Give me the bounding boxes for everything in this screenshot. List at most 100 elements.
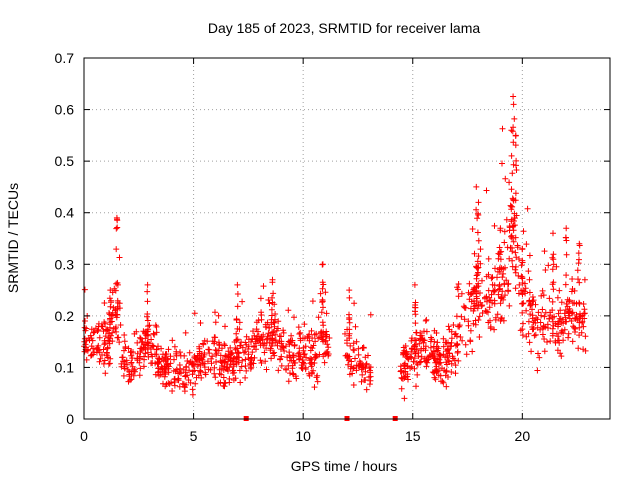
- data-point: [366, 364, 373, 370]
- data-point: [490, 287, 497, 294]
- data-point: [134, 339, 141, 346]
- data-point: [530, 319, 537, 326]
- data-point: [532, 331, 539, 338]
- data-point: [239, 357, 246, 364]
- data-point: [432, 355, 439, 362]
- data-point: [162, 365, 169, 372]
- data-point: [526, 276, 533, 283]
- peak-point: [113, 246, 120, 253]
- data-point: [526, 252, 533, 259]
- peak-point: [497, 285, 503, 292]
- data-point: [253, 326, 260, 333]
- data-point: [572, 316, 579, 322]
- data-point: [571, 324, 578, 331]
- data-point: [539, 306, 546, 313]
- data-point: [515, 290, 522, 297]
- data-point: [445, 357, 452, 364]
- data-point: [433, 367, 439, 373]
- data-point: [121, 332, 128, 338]
- data-point: [320, 353, 327, 360]
- data-point: [196, 350, 203, 357]
- peak-point: [473, 183, 480, 190]
- y-tick-label: 0.4: [55, 205, 75, 221]
- data-point: [191, 310, 198, 317]
- data-point: [189, 371, 196, 378]
- data-point: [535, 309, 542, 316]
- data-point: [290, 371, 297, 378]
- data-point: [359, 371, 366, 378]
- data-point: [418, 358, 424, 365]
- data-point: [448, 335, 455, 342]
- data-point: [192, 380, 199, 387]
- data-point: [268, 316, 275, 323]
- data-point: [520, 287, 527, 294]
- peak-point: [108, 299, 114, 306]
- data-point: [475, 317, 482, 323]
- data-point: [449, 353, 456, 360]
- data-point: [158, 363, 165, 370]
- data-point: [263, 324, 270, 331]
- data-point: [541, 313, 548, 320]
- data-point: [241, 349, 247, 356]
- data-point: [187, 358, 194, 365]
- data-point: [301, 360, 307, 367]
- peak-point: [473, 290, 480, 297]
- data-point: [189, 391, 196, 398]
- data-point: [233, 330, 240, 337]
- peak-point: [520, 320, 526, 327]
- data-point: [155, 365, 162, 372]
- data-point: [242, 356, 249, 363]
- peak-point: [509, 203, 516, 210]
- peak-point: [412, 350, 419, 357]
- data-point: [102, 370, 109, 377]
- data-point: [520, 228, 527, 235]
- x-tick-label: 10: [295, 428, 311, 444]
- peak-point: [269, 299, 276, 306]
- data-point: [518, 262, 525, 269]
- data-point: [575, 276, 581, 283]
- data-point: [206, 350, 213, 357]
- data-point: [582, 333, 589, 340]
- data-point: [453, 313, 460, 320]
- peak-point: [114, 279, 121, 286]
- peak-point: [563, 251, 570, 258]
- data-points: [81, 93, 589, 421]
- data-point: [491, 222, 498, 229]
- data-point: [103, 352, 110, 359]
- peak-point: [346, 287, 353, 294]
- data-point: [492, 316, 499, 323]
- data-point: [195, 361, 201, 368]
- data-point: [352, 355, 358, 362]
- peak-point: [510, 101, 517, 108]
- data-point: [326, 335, 333, 341]
- data-point: [397, 363, 404, 370]
- data-point: [297, 329, 304, 336]
- data-point: [165, 369, 172, 376]
- data-point: [413, 346, 420, 353]
- data-point: [533, 314, 540, 321]
- data-point: [312, 338, 319, 345]
- peak-point: [107, 303, 114, 310]
- data-point: [303, 354, 310, 361]
- data-point: [96, 358, 103, 365]
- data-point: [111, 285, 118, 292]
- peak-point: [106, 340, 113, 347]
- data-point: [140, 363, 147, 370]
- data-point: [101, 300, 108, 306]
- data-point: [499, 160, 505, 167]
- peak-point: [563, 300, 570, 307]
- data-point: [504, 244, 511, 251]
- data-point: [366, 381, 373, 388]
- data-point: [169, 388, 176, 394]
- data-point: [81, 286, 88, 293]
- data-point: [279, 343, 286, 350]
- data-point: [363, 360, 370, 367]
- peak-point: [511, 115, 518, 122]
- data-point: [264, 319, 271, 326]
- y-tick-label: 0.1: [55, 359, 75, 375]
- data-point: [529, 312, 536, 319]
- data-point: [106, 310, 112, 316]
- data-point: [148, 344, 154, 351]
- data-point: [448, 343, 455, 350]
- y-tick-label: 0.3: [55, 256, 75, 272]
